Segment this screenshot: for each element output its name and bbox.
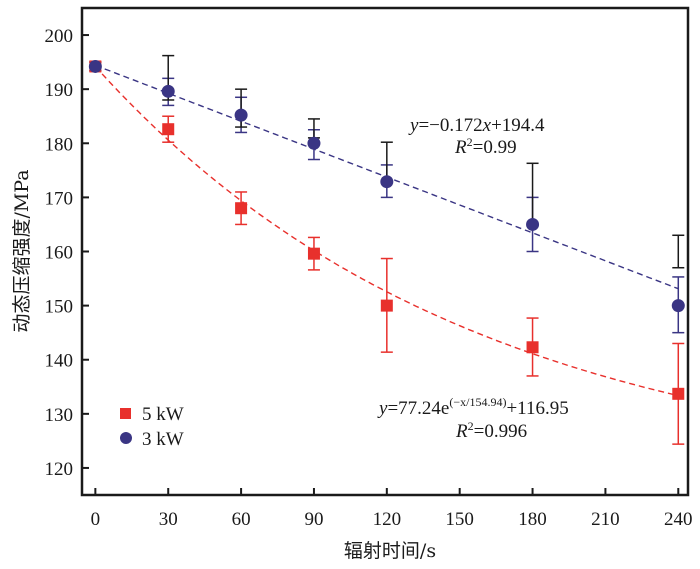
y-tick-label: 150: [45, 297, 74, 318]
y-tick-label: 160: [45, 243, 74, 264]
legend-marker-5kw: [120, 408, 131, 419]
r-value: =0.99: [473, 137, 517, 158]
y-tick-label: 130: [45, 405, 74, 426]
data-point-5kw: [162, 123, 175, 136]
legend: 5 kW 3 kW: [120, 404, 184, 450]
exp-fit-r2: R2=0.996: [455, 419, 527, 442]
x-tick-label: 60: [232, 509, 251, 530]
y-tick-label: 190: [45, 80, 74, 101]
x-tick-label: 120: [373, 509, 402, 530]
x-tick-label: 240: [664, 509, 693, 530]
y-tick-label: 120: [45, 459, 74, 480]
x-axis-title: 辐射时间/s: [344, 540, 436, 562]
eq-tail: +194.4: [491, 115, 545, 136]
data-point-5kw: [380, 299, 393, 312]
data-point-3kw: [234, 108, 248, 122]
legend-marker-3kw: [120, 432, 132, 444]
r-symbol: R: [454, 137, 467, 158]
x-tick-label: 90: [304, 509, 323, 530]
data-point-5kw: [307, 247, 320, 260]
r-symbol: R: [455, 421, 468, 442]
data-points: [88, 59, 685, 400]
error-bars: [89, 54, 685, 445]
data-point-3kw: [671, 299, 685, 313]
eq-exponent: (−x/154.94): [449, 395, 506, 409]
x-tick-label: 180: [518, 509, 547, 530]
annotation-exp-fit: y=77.24e(−x/154.94)+116.95 R2=0.996: [377, 395, 569, 442]
r-sup: 2: [467, 135, 473, 149]
legend-label-5kw: 5 kW: [142, 404, 184, 425]
y-tick-label: 200: [45, 26, 74, 47]
eq-body: =77.24e: [387, 398, 449, 419]
data-point-5kw: [672, 387, 685, 400]
x-tick-label: 150: [445, 509, 474, 530]
y-axis-title: 动态压缩强度/MPa: [11, 169, 33, 332]
eq-tail: +116.95: [506, 398, 568, 419]
y-tick-label: 180: [45, 134, 74, 155]
data-point-5kw: [235, 202, 248, 215]
data-point-5kw: [526, 341, 539, 354]
data-point-3kw: [307, 136, 321, 150]
r-value: =0.996: [474, 421, 527, 442]
x-tick-label: 210: [591, 509, 620, 530]
axes: 0 30 60 90 120 150 180 210 240 120 130 140 150 160 170…: [45, 26, 693, 530]
eq-y: y: [408, 115, 419, 136]
data-point-3kw: [88, 59, 102, 73]
annotation-linear-fit: y=−0.172x+194.4 R2=0.99: [408, 115, 545, 158]
x-tick-label: 30: [159, 509, 178, 530]
linear-fit-r2: R2=0.99: [454, 135, 517, 158]
exp-fit-equation: y=77.24e(−x/154.94)+116.95: [377, 395, 569, 419]
data-point-3kw: [161, 84, 175, 98]
eq-body: =−0.172: [418, 115, 482, 136]
eq-y: y: [377, 398, 388, 419]
y-tick-label: 140: [45, 351, 74, 372]
r-sup: 2: [468, 419, 474, 433]
linear-fit-equation: y=−0.172x+194.4: [408, 115, 545, 136]
data-point-3kw: [526, 217, 540, 231]
eq-x: x: [482, 115, 492, 136]
x-tick-label: 0: [91, 509, 101, 530]
data-point-3kw: [380, 175, 394, 189]
legend-label-3kw: 3 kW: [142, 429, 184, 450]
y-tick-label: 170: [45, 188, 74, 209]
